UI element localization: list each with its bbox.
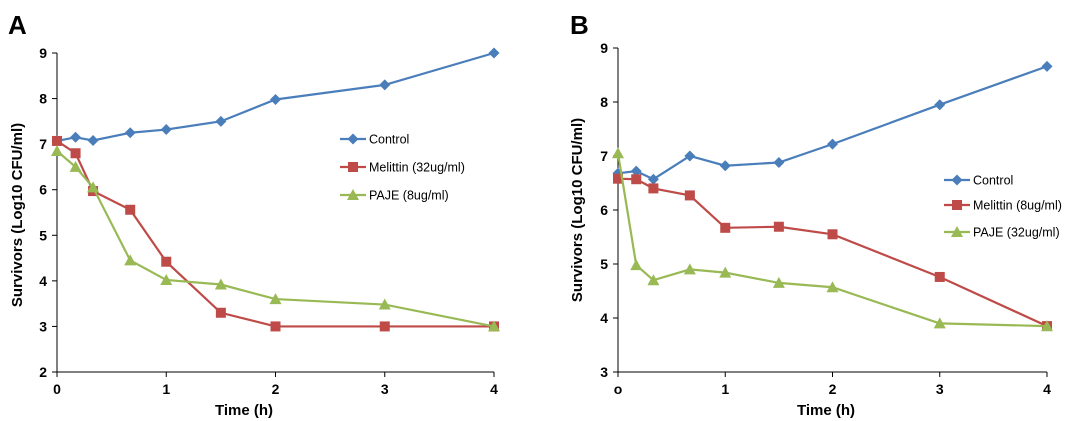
chart-b-point-melittin [613,173,623,184]
chart-a-y-tick-label: 2 [39,364,47,380]
chart-b-x-tick-label: o [614,381,623,397]
chart-b-point-control [773,156,785,168]
chart-a-point-paje [160,273,173,285]
chart-a-point-paje [51,144,63,156]
chart-b-point-paje [683,263,696,275]
chart-a-point-control [70,131,82,143]
chart-b-point-melittin [773,221,784,232]
chart-b-point-paje [1041,320,1053,332]
chart-a-legend-marker-paje [347,189,359,200]
chart-a-point-melittin [52,135,62,146]
chart-b-point-melittin [648,183,659,194]
chart-a-point-melittin [379,321,390,332]
chart-a-point-paje [488,320,500,332]
chart-b-point-control [647,173,659,185]
chart-b-point-paje [772,276,785,288]
chart-b-point-paje [612,147,624,159]
chart-b-point-paje [933,317,946,329]
chart-a-point-control [160,124,172,136]
chart-a-svg: A 2 3 4 5 6 7 8 9 0 1 2 3 4 Control Melittin (32ug/ml)… [8,10,500,419]
chart-b-point-melittin [631,174,642,185]
chart-a-point-control [87,134,99,146]
chart-a-point-paje [124,254,137,266]
chart-a-point-melittin [70,148,81,159]
chart-a-point-control [124,127,136,139]
chart-a-x-tick-label: 2 [272,381,280,397]
chart-a-point-paje [214,278,227,290]
chart-b-y-tick-label: 5 [600,256,608,272]
chart-a-y-tick-label: 5 [39,227,47,243]
chart-panel-a: A 2 3 4 5 6 7 8 9 0 1 2 3 4 Control Melittin (32ug/ml)… [0,0,530,421]
chart-b-point-control [934,99,946,111]
chart-b-point-paje [719,266,732,278]
panel-label-a: A [8,10,27,40]
chart-b-point-control [827,138,838,150]
chart-a-legend-marker-control [347,133,359,145]
chart-a-x-tick-label: 3 [381,381,389,397]
chart-panel-b: B 3 4 5 6 7 8 9 o 1 2 3 4 Control Melittin (8ug/ml) PA… [540,0,1077,421]
chart-b-series-line-control [617,65,1048,181]
y-axis-title-b: Survivors (Log10 CFU/ml) [569,118,586,302]
chart-b-point-control [1041,60,1053,72]
chart-b-point-paje [647,274,660,286]
chart-b-legend-marker-control [951,174,963,186]
chart-b-x-tick-label: 2 [829,381,837,397]
chart-a-legend-label-paje: PAJE (8ug/ml) [369,189,449,203]
chart-a-point-control [270,93,281,105]
chart-b-y-tick-label: 3 [600,364,608,380]
chart-b-y-tick-label: 4 [600,310,608,326]
chart-a-y-tick-label: 9 [39,45,47,61]
chart-a-x-tick-label: 4 [490,381,498,397]
chart-b-point-melittin [934,271,945,282]
chart-b-y-tick-label: 8 [600,94,608,110]
chart-b-legend-label-melittin: Melittin (8ug/ml) [973,199,1062,213]
chart-a-legend-label-control: Control [369,133,409,147]
chart-a-point-control [379,79,391,91]
chart-b-y-tick-label: 9 [600,40,608,56]
chart-b-point-control [684,150,696,162]
chart-b-legend-label-paje: PAJE (32ug/ml) [973,226,1060,240]
chart-b-x-tick-label: 1 [721,381,729,397]
chart-a-point-melittin [270,321,281,332]
chart-b-point-melittin [720,222,731,233]
chart-a-point-control [215,115,227,127]
chart-b-point-paje [630,259,643,271]
chart-b-y-tick-label: 6 [600,202,608,218]
chart-b-point-control [630,165,642,177]
chart-a-y-tick-label: 8 [39,91,47,107]
chart-a-point-paje [69,160,82,172]
chart-a-legend-marker-melittin [348,162,358,172]
chart-b-legend-marker-melittin [952,200,962,210]
chart-a-y-tick-label: 3 [39,318,47,334]
chart-b-legend-label-control: Control [973,174,1013,188]
chart-a-legend-label-melittin: Melittin (32ug/ml) [369,161,465,175]
chart-a-y-tick-label: 6 [39,182,47,198]
y-axis-title-a: Survivors (Log10 CFU/ml) [9,123,26,307]
chart-b-point-melittin [684,190,695,201]
chart-b-x-tick-label: 3 [936,381,944,397]
chart-b-point-control [719,160,731,172]
chart-a-point-melittin [161,256,172,267]
chart-a-point-paje [87,181,100,193]
chart-a-y-tick-label: 4 [39,273,47,289]
panel-label-b: B [570,10,589,40]
chart-a-x-tick-label: 0 [53,381,61,397]
chart-a-point-paje [378,298,391,310]
chart-a-x-tick-label: 1 [162,381,170,397]
x-axis-title-b: Time (h) [797,402,855,419]
x-axis-title-a: Time (h) [215,402,273,419]
chart-b-point-melittin [827,229,838,240]
chart-b-point-paje [826,281,839,293]
chart-a-point-control [488,47,500,59]
chart-a-point-paje [269,293,282,305]
chart-b-y-tick-label: 7 [600,148,608,164]
chart-b-x-tick-label: 4 [1043,381,1051,397]
chart-b-svg: B 3 4 5 6 7 8 9 o 1 2 3 4 Control Melittin (8ug/ml) PA… [569,10,1062,419]
chart-a-point-melittin [125,204,136,215]
chart-a-y-tick-label: 7 [39,136,47,152]
chart-b-legend-marker-paje [951,226,963,237]
chart-a-point-melittin [215,307,226,318]
